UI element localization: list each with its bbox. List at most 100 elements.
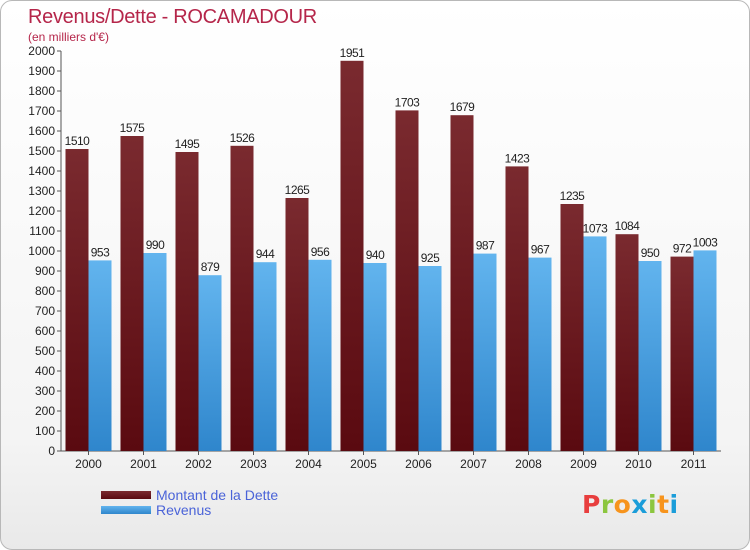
- data-label-dette-2006: 1703: [395, 95, 421, 109]
- y-tick-label: 1500: [28, 144, 55, 158]
- bar-dette-2005: [340, 60, 364, 452]
- legend-label-revenus: Revenus: [156, 501, 212, 518]
- y-tick-label: 1700: [28, 104, 55, 118]
- legend-label-dette: Montant de la Dette: [156, 486, 279, 503]
- y-tick-label: 1400: [28, 164, 55, 178]
- data-label-dette-2005: 1951: [340, 46, 366, 60]
- data-label-revenus-2005: 940: [366, 248, 385, 262]
- data-label-revenus-2001: 990: [146, 238, 165, 252]
- y-tick-label: 700: [35, 304, 55, 318]
- legend-swatch-revenus: [101, 505, 151, 514]
- bar-revenus-2009: [583, 236, 607, 451]
- bar-dette-2003: [230, 145, 254, 452]
- y-tick-label: 0: [48, 444, 55, 458]
- x-tick-label: 2000: [75, 457, 102, 471]
- bar-revenus-2008: [528, 257, 552, 451]
- data-label-revenus-2003: 944: [256, 247, 275, 261]
- data-label-dette-2000: 1510: [65, 134, 91, 148]
- bar-revenus-2002: [198, 275, 222, 451]
- y-axis: 0 100 200 300 400 500 600 700 800 900 1000 1100 1200…: [28, 44, 62, 458]
- bar-revenus-2000: [88, 260, 112, 451]
- bar-revenus-2001: [143, 253, 167, 451]
- y-tick-label: 2000: [28, 44, 55, 58]
- legend-swatch-dette: [101, 490, 151, 499]
- logo-letter: r: [600, 490, 614, 519]
- y-tick-label: 400: [35, 364, 55, 378]
- data-label-dette-2003: 1526: [230, 131, 256, 145]
- y-tick-label: 600: [35, 324, 55, 338]
- bar-dette-2007: [450, 115, 474, 451]
- data-label-revenus-2011: 1003: [693, 235, 719, 249]
- logo-letter: o: [613, 490, 632, 519]
- x-tick-label: 2006: [405, 457, 432, 471]
- data-label-revenus-2004: 956: [311, 245, 330, 259]
- x-axis: 2000 2001 2002 2003 2004 2005 2006 2007 2008 2009…: [61, 450, 721, 471]
- bar-dette-2008: [505, 166, 529, 451]
- bar-dette-2002: [175, 152, 199, 451]
- bar-dette-2009: [560, 204, 584, 451]
- y-tick-label: 1900: [28, 64, 55, 78]
- bar-dette-2004: [285, 198, 309, 451]
- legend: Montant de la Dette Revenus: [101, 486, 279, 518]
- x-tick-label: 2004: [295, 457, 322, 471]
- data-label-dette-2007: 1679: [450, 100, 476, 114]
- y-tick-label: 900: [35, 264, 55, 278]
- data-label-dette-2009: 1235: [560, 189, 586, 203]
- y-tick-label: 1600: [28, 124, 55, 138]
- legend-item-revenus: Revenus: [101, 501, 278, 518]
- x-tick-label: 2001: [130, 457, 157, 471]
- chart-subtitle: (en milliers d'€): [28, 30, 109, 44]
- logo-letter: x: [631, 490, 648, 519]
- y-tick-label: 300: [35, 384, 55, 398]
- y-tick-label: 100: [35, 424, 55, 438]
- x-tick-label: 2011: [681, 457, 707, 471]
- y-tick-label: 1200: [28, 204, 55, 218]
- x-tick-label: 2003: [240, 457, 267, 471]
- data-label-dette-2010: 1084: [615, 219, 641, 233]
- x-tick-label: 2007: [460, 457, 487, 471]
- bar-dette-2001: [120, 136, 144, 451]
- bar-revenus-2010: [638, 261, 662, 451]
- y-tick-label: 1100: [29, 224, 55, 238]
- data-label-dette-2004: 1265: [285, 183, 311, 197]
- y-tick-label: 1000: [28, 244, 55, 258]
- bar-labels: 1510 953 1575 990 1495 879 1526 944 1265 956 1951 9…: [65, 46, 719, 274]
- y-tick-label: 500: [35, 344, 55, 358]
- y-tick-label: 1800: [28, 84, 55, 98]
- bar-dette-2011: [670, 256, 694, 451]
- y-tick-label: 800: [35, 284, 55, 298]
- data-label-dette-2002: 1495: [175, 137, 201, 151]
- bar-dette-2010: [615, 234, 639, 451]
- x-tick-label: 2005: [350, 457, 377, 471]
- logo-letter: t: [657, 490, 670, 519]
- bar-revenus-2004: [308, 259, 332, 451]
- data-label-revenus-2000: 953: [91, 245, 110, 259]
- bar-revenus-2003: [253, 262, 277, 451]
- data-label-revenus-2002: 879: [201, 260, 220, 274]
- data-label-revenus-2008: 967: [531, 243, 550, 257]
- data-label-revenus-2010: 950: [641, 246, 660, 260]
- logo-letter: P: [582, 490, 601, 519]
- logo-letter: i: [669, 490, 679, 519]
- bar-revenus-2005: [363, 263, 387, 451]
- y-tick-label: 200: [35, 404, 55, 418]
- data-label-revenus-2007: 987: [476, 239, 495, 253]
- data-label-dette-2001: 1575: [120, 121, 146, 135]
- data-label-dette-2008: 1423: [505, 151, 531, 165]
- x-tick-label: 2008: [515, 457, 542, 471]
- bar-dette-2006: [395, 110, 419, 452]
- data-label-dette-2011: 972: [673, 242, 692, 256]
- bars: [65, 60, 717, 452]
- legend-item-dette: Montant de la Dette: [101, 486, 279, 503]
- x-tick-label: 2010: [625, 457, 652, 471]
- x-tick-label: 2009: [570, 457, 597, 471]
- bar-revenus-2006: [418, 266, 442, 451]
- proxiti-logo: Proxiti: [582, 490, 679, 519]
- bar-dette-2000: [65, 149, 89, 451]
- bar-revenus-2007: [473, 253, 497, 451]
- x-tick-label: 2002: [185, 457, 212, 471]
- data-label-revenus-2009: 1073: [583, 221, 609, 235]
- y-tick-label: 1300: [28, 184, 55, 198]
